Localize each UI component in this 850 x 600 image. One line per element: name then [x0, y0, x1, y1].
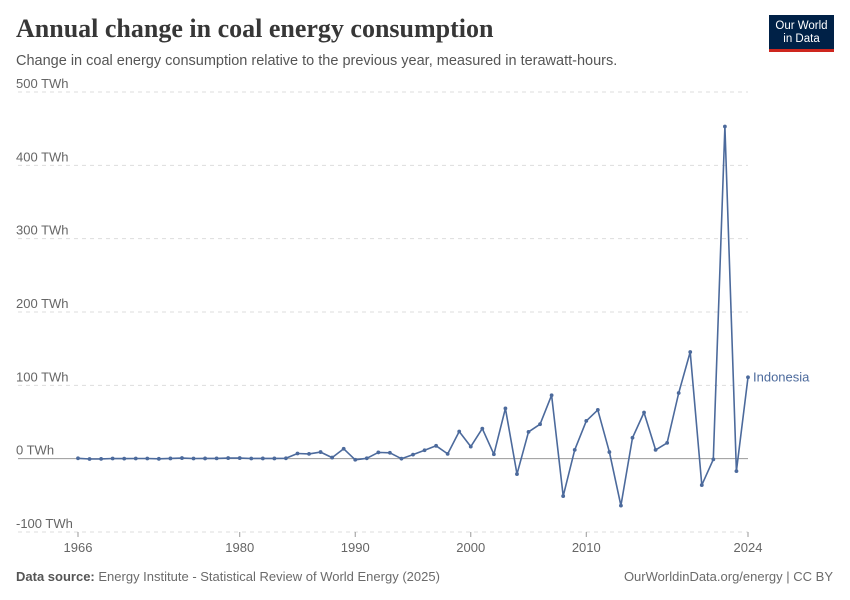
y-tick-label: 500 TWh: [16, 76, 69, 91]
data-point[interactable]: [595, 408, 600, 412]
data-point[interactable]: [133, 456, 138, 461]
data-point[interactable]: [491, 452, 496, 457]
data-point[interactable]: [411, 452, 415, 457]
data-point[interactable]: [284, 456, 288, 461]
data-point[interactable]: [260, 456, 265, 461]
data-point[interactable]: [503, 406, 508, 411]
grid-lines: [18, 91, 748, 533]
data-point[interactable]: [457, 429, 462, 434]
data-point[interactable]: [584, 419, 589, 423]
data-point[interactable]: [746, 375, 750, 380]
data-point[interactable]: [99, 456, 104, 461]
data-point[interactable]: [249, 456, 254, 461]
data-point[interactable]: [607, 450, 612, 454]
data-point[interactable]: [445, 452, 450, 456]
series-line-indonesia[interactable]: [77, 125, 749, 507]
data-point[interactable]: [110, 456, 115, 461]
x-tick-label: 1966: [64, 540, 93, 555]
data-point[interactable]: [180, 456, 184, 460]
data-point[interactable]: [295, 451, 300, 456]
data-point[interactable]: [515, 472, 519, 476]
y-tick-label: 400 TWh: [16, 149, 69, 164]
source-text[interactable]: Energy Institute - Statistical Review of…: [98, 569, 440, 584]
source-label: Data source:: [16, 569, 95, 584]
data-point[interactable]: [387, 450, 392, 455]
data-point[interactable]: [203, 456, 207, 461]
x-tick-label: 2024: [734, 540, 763, 555]
data-point[interactable]: [642, 410, 646, 415]
data-point[interactable]: [722, 124, 727, 129]
data-point[interactable]: [376, 450, 381, 455]
x-tick-label: 2010: [572, 540, 601, 555]
data-point[interactable]: [145, 456, 150, 461]
data-point[interactable]: [237, 456, 242, 460]
data-point[interactable]: [87, 457, 92, 461]
data-point[interactable]: [422, 448, 427, 453]
x-tick-label: 2000: [456, 540, 485, 555]
credit-link[interactable]: OurWorldinData.org/energy | CC BY: [623, 569, 833, 584]
data-point[interactable]: [711, 457, 716, 462]
x-axis: 1966 1980 1990 2000 2010 2024: [64, 532, 763, 555]
series-label-indonesia[interactable]: Indonesia: [753, 369, 810, 384]
data-point[interactable]: [168, 456, 173, 461]
data-point[interactable]: [665, 441, 670, 445]
y-tick-label: 0 TWh: [16, 443, 54, 458]
data-point[interactable]: [734, 469, 739, 474]
data-point[interactable]: [699, 483, 704, 487]
data-point[interactable]: [630, 435, 635, 440]
data-point[interactable]: [688, 350, 693, 354]
data-point[interactable]: [341, 446, 346, 451]
data-point[interactable]: [399, 456, 404, 461]
data-point[interactable]: [572, 447, 577, 452]
data-point[interactable]: [538, 422, 542, 427]
chart-subtitle: Change in coal energy consumption relati…: [16, 53, 618, 69]
series-layer: Indonesia: [76, 124, 810, 508]
y-axis: -100 TWh 0 TWh 100 TWh 200 TWh 300 TWh 400 TW…: [16, 76, 73, 531]
data-point[interactable]: [76, 456, 80, 461]
data-point[interactable]: [214, 456, 219, 461]
data-point[interactable]: [272, 456, 277, 461]
y-tick-label: -100 TWh: [16, 516, 73, 531]
data-point[interactable]: [191, 456, 196, 461]
data-point[interactable]: [226, 456, 231, 460]
data-point[interactable]: [364, 456, 369, 461]
owid-logo[interactable]: Our World in Data: [769, 15, 834, 52]
data-point[interactable]: [156, 456, 161, 461]
data-point[interactable]: [434, 443, 439, 448]
logo-line-2: in Data: [783, 33, 820, 45]
data-point[interactable]: [619, 503, 623, 508]
data-point[interactable]: [122, 456, 127, 461]
data-point[interactable]: [561, 494, 566, 498]
source-note: Data source: Energy Institute - Statisti…: [16, 569, 440, 584]
data-point[interactable]: [353, 457, 358, 462]
x-tick-label: 1990: [341, 540, 370, 555]
data-point[interactable]: [526, 430, 531, 434]
y-tick-label: 200 TWh: [16, 296, 69, 311]
chart-title: Annual change in coal energy consumption: [16, 14, 494, 43]
data-point[interactable]: [480, 426, 485, 431]
data-point[interactable]: [676, 391, 681, 395]
data-point[interactable]: [330, 455, 335, 460]
y-tick-label: 300 TWh: [16, 223, 69, 238]
data-point[interactable]: [549, 393, 554, 398]
x-tick-label: 1980: [225, 540, 254, 555]
data-point[interactable]: [307, 452, 311, 456]
data-point[interactable]: [468, 444, 473, 449]
logo-line-1: Our World: [775, 20, 828, 32]
y-tick-label: 100 TWh: [16, 369, 69, 384]
data-point[interactable]: [318, 450, 323, 454]
data-point[interactable]: [653, 447, 658, 452]
